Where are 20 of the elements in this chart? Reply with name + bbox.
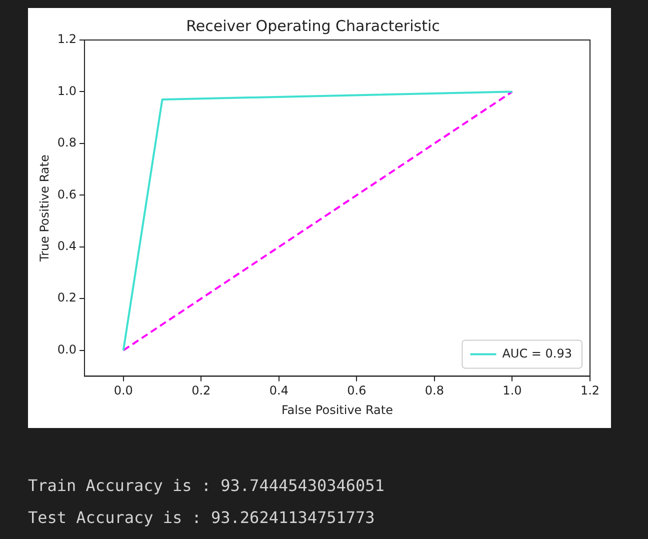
x-tick-label: 1.0 — [502, 384, 522, 398]
y-tick-label: 1.0 — [57, 84, 76, 98]
y-axis-title: True Positive Rate — [37, 154, 52, 263]
y-tick-label: 0.2 — [57, 290, 76, 305]
y-tick-label: 0.0 — [57, 342, 76, 356]
x-axis-title: False Positive Rate — [281, 402, 394, 417]
legend-label: AUC = 0.93 — [502, 346, 572, 360]
x-tick-label: 1.2 — [580, 384, 600, 398]
x-tick-label: 0.2 — [192, 384, 211, 398]
text: Train Accuracy is : 93.74445430346051 — [28, 476, 384, 495]
x-tick-label: 0.4 — [269, 384, 288, 398]
chart-title: Receiver Operating Characteristic — [186, 16, 440, 35]
x-tick-label: 0.0 — [114, 384, 133, 398]
y-tick-label: 0.4 — [57, 239, 76, 254]
text: Test Accuracy is : 93.26241134751773 — [28, 508, 375, 527]
y-tick-label: 1.2 — [57, 32, 76, 46]
x-tick-label: 0.8 — [424, 384, 444, 398]
y-tick-label: 0.6 — [57, 187, 76, 202]
y-tick-label: 0.8 — [57, 136, 76, 150]
x-tick-label: 0.6 — [347, 384, 366, 398]
